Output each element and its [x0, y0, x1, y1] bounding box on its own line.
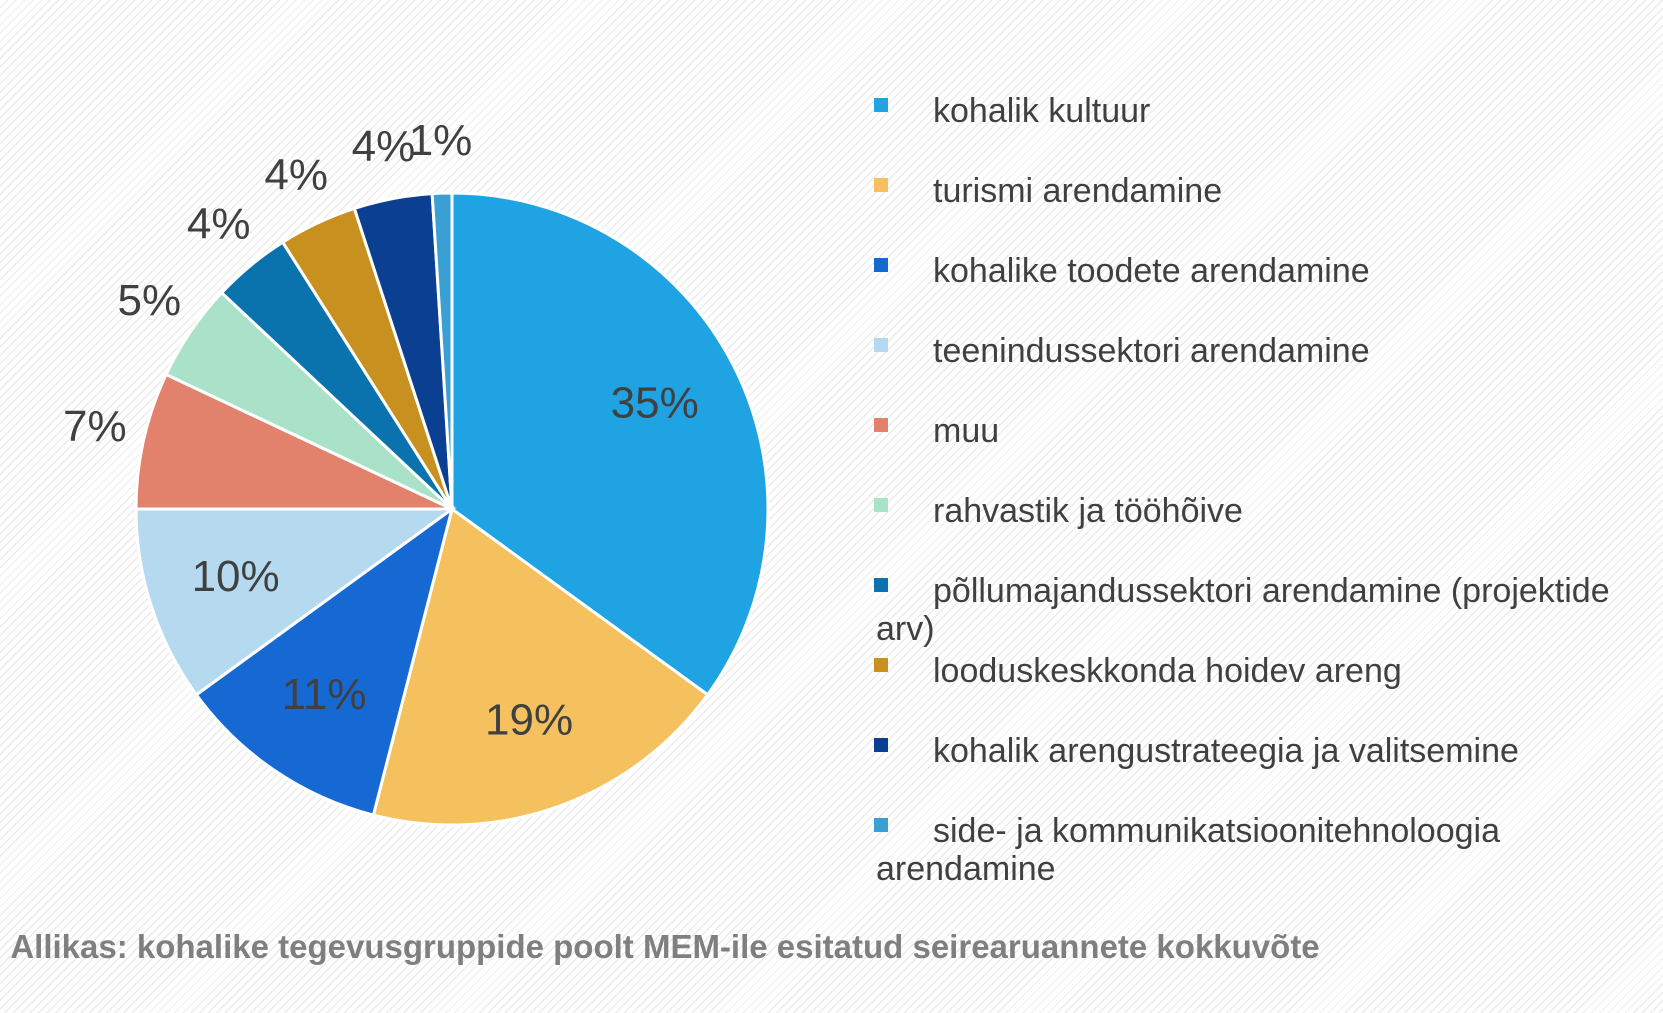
legend-label: turismi arendamine	[933, 172, 1223, 210]
legend-label: kohalike toodete arendamine	[933, 252, 1370, 290]
legend-swatch	[874, 578, 888, 592]
legend-swatch	[874, 818, 888, 832]
pie-slice	[450, 191, 770, 697]
caption: Allikas: kohalike tegevusgruppide poolt …	[10, 928, 1320, 965]
legend-label: side- ja kommunikatsioonitehnoloogia are…	[876, 812, 1500, 888]
legend-item: põllumajandussektori arendamine (projekt…	[850, 572, 1663, 648]
legend-swatch	[874, 258, 888, 272]
pie-slice	[430, 191, 454, 510]
legend-label: rahvastik ja tööhõive	[933, 492, 1243, 530]
data-label: 10%	[192, 552, 280, 601]
legend-label: looduskeskkonda hoidev areng	[933, 652, 1402, 690]
legend-label: kohalik arengustrateegia ja valitsemine	[933, 732, 1519, 770]
legend-swatch	[874, 338, 888, 352]
legend-item: side- ja kommunikatsioonitehnoloogia are…	[850, 812, 1663, 888]
data-label: 19%	[485, 696, 573, 745]
legend-swatch	[874, 98, 888, 112]
legend-swatch	[874, 498, 888, 512]
legend-item: turismi arendamine	[850, 172, 1663, 210]
legend-swatch	[874, 658, 888, 672]
legend-item: teenindussektori arendamine	[850, 332, 1663, 370]
pie-slice	[194, 505, 455, 817]
data-label: 4%	[264, 150, 328, 199]
pie-slice	[371, 506, 710, 827]
legend-item: looduskeskkonda hoidev areng	[850, 652, 1663, 690]
legend-swatch	[874, 738, 888, 752]
pie-slice	[134, 507, 457, 697]
legend-item: kohalike toodete arendamine	[850, 252, 1663, 290]
legend-item: rahvastik ja tööhõive	[850, 492, 1663, 530]
data-label: 35%	[611, 378, 699, 427]
legend-label: kohalik kultuur	[933, 92, 1151, 130]
data-label: 7%	[63, 402, 127, 451]
pie-slice	[134, 372, 453, 511]
legend-swatch	[874, 178, 888, 192]
data-label: 4%	[352, 122, 416, 171]
legend-item: muu	[850, 412, 1663, 450]
legend-item: kohalik arengustrateegia ja valitsemine	[850, 732, 1663, 770]
data-label: 1%	[409, 116, 473, 165]
legend-label: muu	[933, 412, 1000, 450]
legend-label: teenindussektori arendamine	[933, 332, 1370, 370]
legend-item: kohalik kultuur	[850, 92, 1663, 130]
data-label: 11%	[282, 670, 367, 719]
legend-label: põllumajandussektori arendamine (projekt…	[876, 572, 1610, 648]
legend-swatch	[874, 418, 888, 432]
data-label: 4%	[187, 200, 251, 249]
data-label: 5%	[117, 276, 181, 325]
